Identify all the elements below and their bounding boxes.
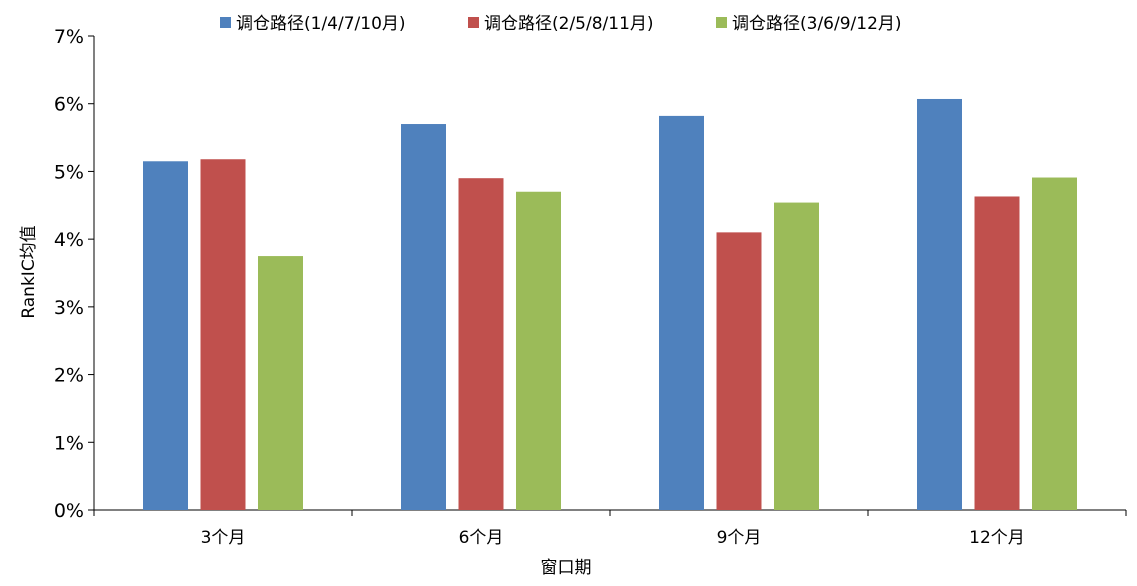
legend-swatch-2 (468, 17, 479, 28)
x-tick-label: 6个月 (459, 528, 504, 548)
legend-swatch-3 (716, 17, 727, 28)
bar-1-4 (917, 98, 962, 510)
bar-2-3 (716, 232, 762, 510)
y-tick-label: 3% (54, 297, 84, 319)
bar-1-3 (659, 115, 704, 510)
x-tick-label: 3个月 (201, 528, 246, 548)
legend-label-2: 调仓路径(2/5/8/11月) (484, 14, 654, 34)
x-axis-ticks: 3个月 6个月 9个月 12个月 (93, 510, 1127, 548)
y-tick-label: 4% (54, 229, 84, 251)
y-tick-label: 5% (54, 161, 84, 183)
x-axis-title: 窗口期 (541, 558, 592, 578)
bars (143, 98, 1077, 511)
x-tick-label: 12个月 (969, 528, 1025, 548)
bar-3-2 (516, 191, 561, 510)
legend: 调仓路径(1/4/7/10月) 调仓路径(2/5/8/11月) 调仓路径(3/6/9… (220, 14, 902, 34)
legend-swatch-1 (220, 17, 231, 28)
legend-label-1: 调仓路径(1/4/7/10月) (236, 14, 406, 34)
bar-2-4 (974, 196, 1020, 511)
bar-3-3 (774, 202, 819, 510)
bar-1-2 (401, 124, 446, 511)
bar-3-4 (1032, 177, 1077, 510)
y-tick-label: 1% (54, 432, 84, 454)
axes (93, 36, 1126, 511)
y-axis-title: RankIC均值 (19, 225, 39, 318)
y-tick-label: 2% (54, 365, 84, 387)
bar-2-1 (200, 159, 246, 511)
y-axis-ticks: 0% 1% 2% 3% 4% 5% 6% 7% (54, 26, 94, 522)
bar-2-2 (458, 178, 504, 510)
legend-label-3: 调仓路径(3/6/9/12月) (732, 14, 902, 34)
bar-1-1 (143, 161, 188, 510)
y-tick-label: 0% (54, 500, 84, 522)
y-tick-label: 7% (54, 26, 84, 48)
x-tick-label: 9个月 (717, 528, 762, 548)
bar-3-1 (258, 256, 303, 510)
y-tick-label: 6% (54, 94, 84, 116)
